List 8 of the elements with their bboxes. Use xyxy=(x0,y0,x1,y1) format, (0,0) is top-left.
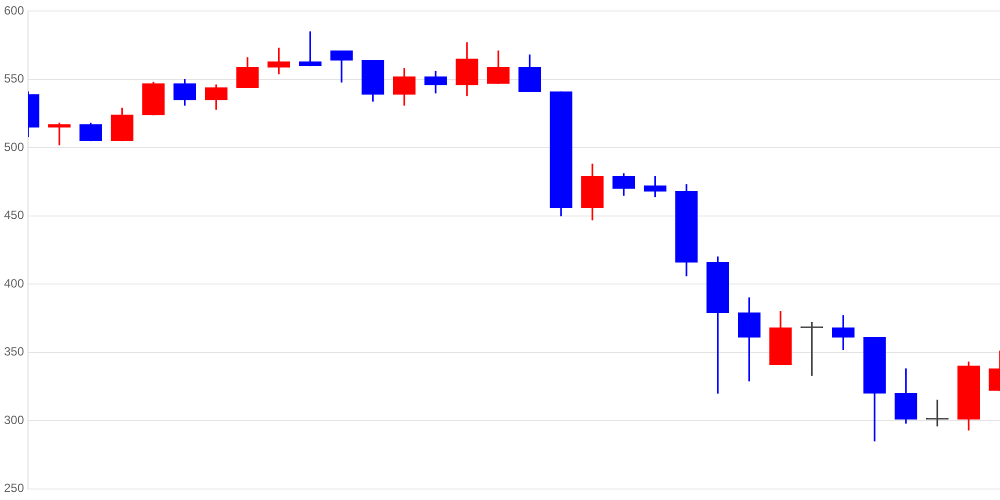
y-tick-label: 450 xyxy=(4,208,24,222)
y-tick-label: 550 xyxy=(4,72,24,86)
y-tick-label: 250 xyxy=(4,481,24,496)
y-tick-label: 350 xyxy=(4,344,24,359)
y-tick-label: 500 xyxy=(4,140,24,154)
y-tick-label: 400 xyxy=(4,276,24,290)
y-tick-label: 600 xyxy=(4,4,24,18)
y-tick-label: 300 xyxy=(4,412,24,427)
